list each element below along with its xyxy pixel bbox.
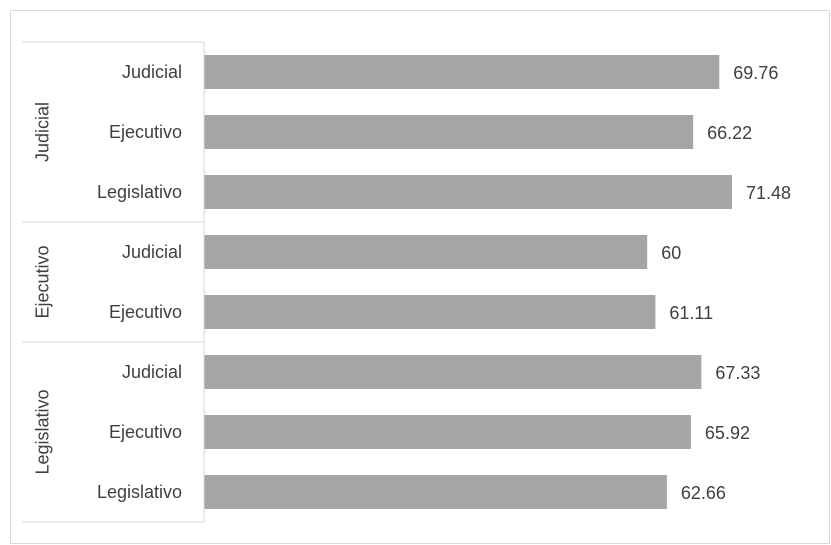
bar <box>204 115 694 149</box>
bar <box>204 55 720 89</box>
data-label: 71.48 <box>746 183 791 203</box>
category-label: Legislativo <box>97 482 182 502</box>
bar <box>204 355 702 389</box>
data-label: 69.76 <box>733 63 778 83</box>
data-label: 67.33 <box>715 363 760 383</box>
category-label: Legislativo <box>97 182 182 202</box>
group-label: Legislativo <box>32 389 52 474</box>
category-label: Ejecutivo <box>109 422 182 442</box>
category-label: Ejecutivo <box>109 302 182 322</box>
bar <box>204 175 732 209</box>
chart-frame <box>10 10 830 544</box>
category-label: Ejecutivo <box>109 122 182 142</box>
data-label: 62.66 <box>681 483 726 503</box>
category-label: Judicial <box>122 242 182 262</box>
data-label: 61.11 <box>669 303 713 323</box>
category-label: Judicial <box>122 62 182 82</box>
group-label: Ejecutivo <box>32 245 52 318</box>
bar <box>204 235 648 269</box>
bar <box>204 475 667 509</box>
bar <box>204 295 656 329</box>
data-label: 60 <box>661 243 681 263</box>
data-label: 66.22 <box>707 123 752 143</box>
data-label: 65.92 <box>705 423 750 443</box>
bar <box>204 415 691 449</box>
group-label: Judicial <box>32 102 52 162</box>
category-label: Judicial <box>122 362 182 382</box>
